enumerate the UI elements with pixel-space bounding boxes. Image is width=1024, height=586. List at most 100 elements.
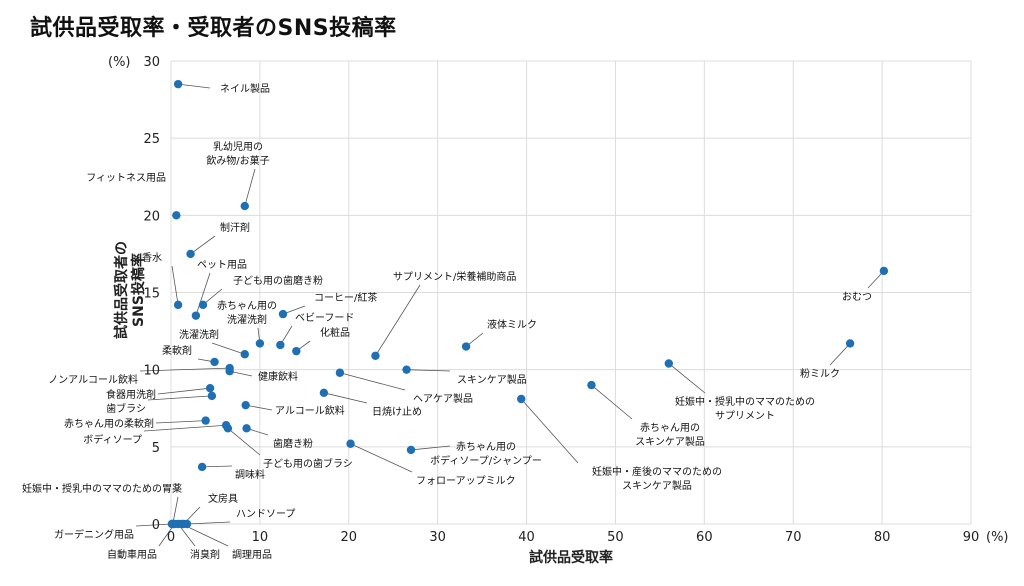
data-point (186, 249, 195, 259)
point-label: 化粧品 (320, 326, 350, 339)
point-label: 柔軟剤 (162, 344, 192, 357)
data-point (278, 309, 288, 319)
y-tick-label: 25 (143, 132, 160, 147)
data-point (173, 79, 183, 89)
leader-line (375, 284, 421, 356)
point-label: ガーデニング用品 (54, 528, 134, 541)
point-label: フォローアップミルク (416, 475, 516, 487)
data-point (210, 357, 219, 367)
point-label: 香水 (142, 252, 162, 264)
leader-line (244, 168, 256, 207)
data-point (845, 339, 855, 348)
data-point (292, 346, 301, 356)
leader-line (668, 363, 706, 394)
point-label: ベビーフード (295, 312, 354, 324)
point-label: アルコール飲料 (275, 404, 345, 417)
leader-line (143, 424, 227, 432)
point-label: 歯ブラシ (106, 402, 146, 415)
grid-lines (170, 60, 972, 525)
x-tick-label: 70 (785, 530, 802, 545)
data-point (664, 359, 673, 368)
data-point (240, 350, 249, 359)
x-tick-label: 10 (252, 530, 269, 545)
point-label: 調味料 (235, 468, 265, 481)
point-label: 文房具 (208, 492, 238, 505)
y-axis-title: 試供品受取者のSNS投稿率 (113, 241, 147, 339)
data-point (225, 363, 234, 373)
point-label: 液体ミルク (487, 318, 537, 331)
y-tick-label: 15 (143, 287, 160, 302)
data-point (402, 365, 411, 374)
point-label: 消臭剤 (190, 548, 220, 561)
leader-line (181, 523, 229, 547)
leader-line (339, 372, 406, 391)
x-tick-label: 80 (874, 530, 891, 545)
point-label: 妊娠中・授乳中のママのためのサプリメント (675, 395, 815, 422)
point-label: 子ども用の歯ブラシ (263, 457, 353, 470)
point-label: ハンドソープ (236, 508, 295, 520)
leader-line (410, 445, 451, 451)
data-point (461, 342, 471, 351)
leader-line (135, 523, 172, 527)
point-label: 自動車用品 (107, 548, 157, 561)
point-label: 洗濯洗剤 (179, 328, 219, 341)
data-point (191, 311, 201, 320)
data-point (587, 380, 596, 390)
x-tick-label: 50 (607, 530, 624, 545)
point-label: ネイル製品 (220, 82, 270, 95)
leader-line (171, 265, 179, 305)
point-label: 調理用品 (232, 548, 272, 561)
point-label: 妊娠中・産後のママのためのスキンケア製品 (592, 465, 722, 492)
data-point (241, 400, 250, 410)
tick-labels: 0 10 20 30 40 50 60 70 80 90 0 5 10 15 20 25 30 (143, 55, 979, 545)
point-label: 赤ちゃん用の柔軟剤 (64, 417, 154, 430)
x-tick-label: 0 (167, 530, 175, 545)
point-label: 日焼け止め (372, 406, 422, 418)
point-label: ノンアルコール飲料 (48, 373, 138, 386)
point-label: コーヒー/紅茶 (314, 291, 377, 304)
point-label: 健康飲料 (258, 370, 298, 383)
point-label: ペット用品 (197, 259, 247, 271)
x-axis-title: 試供品受取率 (529, 549, 613, 566)
data-point (517, 394, 526, 404)
y-tick-label: 5 (152, 441, 160, 456)
x-axis-unit: (%) (986, 530, 1009, 545)
leader-line (520, 398, 579, 464)
data-point (201, 416, 210, 425)
leader-line (227, 428, 261, 456)
leader-line (195, 272, 211, 316)
leader-line (147, 395, 212, 401)
data-point (242, 424, 251, 433)
leader-lines (135, 83, 885, 547)
leader-line (350, 443, 413, 473)
leader-line (591, 384, 633, 420)
data-point (335, 368, 345, 377)
x-tick-label: 30 (429, 530, 446, 545)
x-tick-label: 20 (341, 530, 358, 545)
data-point (346, 439, 355, 448)
point-label: ヘアケア製品 (413, 392, 473, 405)
data-point (371, 351, 380, 360)
point-label: 赤ちゃん用の洗濯洗剤 (217, 300, 277, 326)
data-point (240, 201, 249, 211)
point-label: 乳幼児用の飲み物/お菓子 (206, 140, 269, 167)
data-point (173, 300, 183, 310)
y-tick-label: 30 (143, 55, 160, 70)
point-label: フィットネス用品 (86, 172, 166, 184)
point-label: 食器用洗剤 (106, 388, 156, 401)
point-label: ボディソープ (83, 433, 142, 446)
point-label: おむつ (842, 291, 872, 303)
point-label: 歯磨き粉 (273, 437, 313, 450)
leader-line (139, 367, 230, 372)
point-label: 妊娠中・授乳中のママのための胃薬 (22, 482, 182, 495)
data-point (198, 300, 208, 310)
leader-line (155, 420, 206, 424)
data-point (172, 211, 181, 220)
point-label: 赤ちゃん用のボディソープ/シャンプー (430, 441, 542, 467)
data-point (207, 391, 217, 401)
leader-line (829, 343, 851, 366)
point-label: 子ども用の歯磨き粉 (233, 274, 323, 287)
leader-line (190, 235, 216, 255)
y-tick-label: 0 (152, 518, 160, 533)
